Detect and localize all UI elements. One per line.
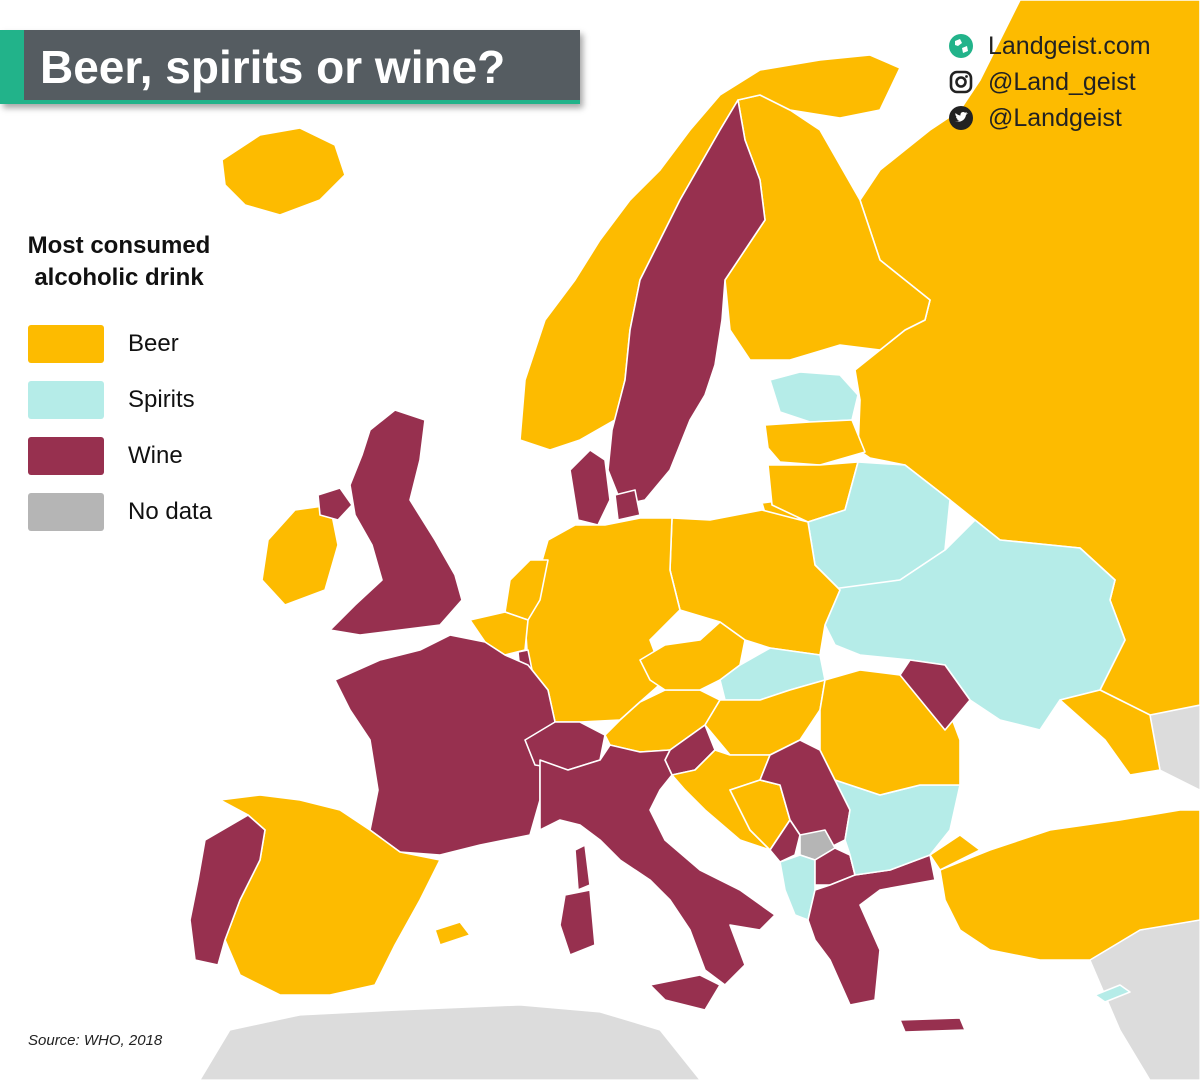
legend-swatch-beer bbox=[28, 325, 104, 363]
moldova-region bbox=[899, 659, 971, 731]
north-africa-land bbox=[199, 1004, 701, 1080]
branding: Landgeist.com @Land_geist @Landgeist bbox=[948, 28, 1198, 136]
uk-northern-ireland bbox=[317, 487, 353, 521]
portugal-region bbox=[189, 814, 266, 966]
website-text: Landgeist.com bbox=[988, 31, 1151, 60]
greece-region bbox=[807, 854, 936, 1006]
legend-item-beer: Beer bbox=[24, 316, 264, 372]
iceland-region bbox=[221, 127, 346, 216]
title-banner: Beer, spirits or wine? bbox=[0, 30, 580, 104]
caucasus-east-land bbox=[1149, 704, 1200, 791]
italy-sicily bbox=[649, 974, 721, 1011]
turkey-thrace bbox=[929, 834, 981, 871]
legend-item-wine: Wine bbox=[24, 428, 264, 484]
globe-icon bbox=[948, 33, 974, 59]
latvia-region bbox=[764, 419, 866, 466]
denmark-islands bbox=[614, 489, 641, 521]
legend-items: Beer Spirits Wine No data bbox=[24, 316, 264, 540]
france-region bbox=[334, 634, 556, 856]
instagram-row: @Land_geist bbox=[948, 64, 1198, 100]
spain-balearic bbox=[434, 921, 471, 946]
twitter-row: @Landgeist bbox=[948, 100, 1198, 136]
italy-mainland bbox=[539, 744, 776, 986]
france-corsica bbox=[574, 844, 591, 891]
montenegro-region bbox=[769, 819, 801, 863]
title-accent-bar bbox=[0, 30, 24, 104]
serbia-region bbox=[759, 739, 851, 851]
legend-label-no-data: No data bbox=[128, 498, 213, 525]
title-underline bbox=[24, 100, 580, 104]
map-title: Beer, spirits or wine? bbox=[40, 41, 506, 93]
legend: Most consumed alcoholic drink Beer Spiri… bbox=[24, 230, 264, 540]
ireland-region bbox=[261, 504, 339, 606]
greece-crete bbox=[899, 1017, 966, 1033]
sweden-region bbox=[607, 99, 766, 506]
legend-swatch-no-data bbox=[28, 493, 104, 531]
turkey-region bbox=[939, 809, 1200, 961]
denmark-region bbox=[569, 449, 611, 526]
legend-title: Most consumed alcoholic drink bbox=[24, 230, 214, 294]
twitter-text: @Landgeist bbox=[988, 103, 1122, 132]
legend-item-no-data: No data bbox=[24, 484, 264, 540]
instagram-text: @Land_geist bbox=[988, 67, 1136, 96]
legend-swatch-wine bbox=[28, 437, 104, 475]
legend-item-spirits: Spirits bbox=[24, 372, 264, 428]
cyprus-region bbox=[1094, 984, 1131, 1003]
legend-swatch-spirits bbox=[28, 381, 104, 419]
legend-label-wine: Wine bbox=[128, 442, 183, 469]
legend-title-line2: alcoholic drink bbox=[34, 264, 204, 291]
poland-region bbox=[669, 509, 841, 656]
source-note: Source: WHO, 2018 bbox=[28, 1032, 163, 1049]
italy-sardinia bbox=[559, 889, 596, 956]
legend-title-line1: Most consumed bbox=[27, 232, 211, 259]
instagram-icon bbox=[948, 69, 974, 95]
estonia-region bbox=[769, 371, 859, 423]
website-row: Landgeist.com bbox=[948, 28, 1198, 64]
legend-label-beer: Beer bbox=[128, 330, 179, 357]
uk-great-britain bbox=[329, 409, 463, 636]
georgia-region bbox=[1059, 689, 1161, 776]
legend-label-spirits: Spirits bbox=[128, 386, 195, 413]
twitter-icon bbox=[948, 105, 974, 131]
